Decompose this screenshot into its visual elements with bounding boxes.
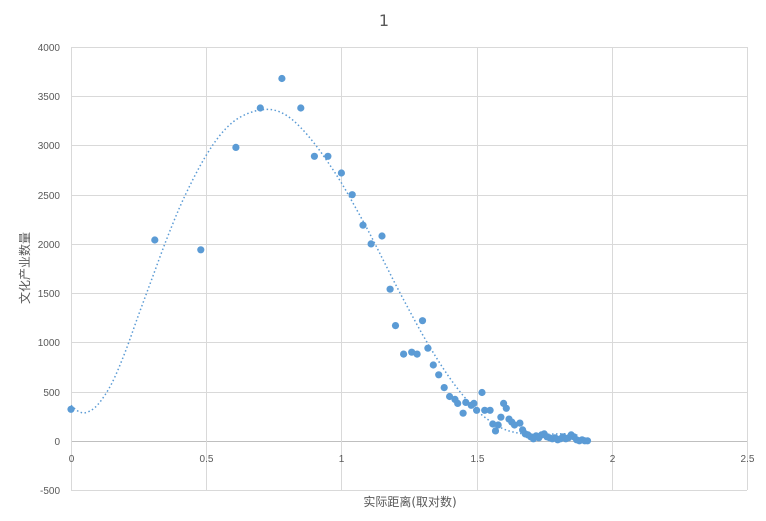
data-point [473, 406, 481, 414]
data-point [462, 398, 470, 406]
x-tick-label: 0.5 [200, 454, 214, 465]
data-point [391, 322, 400, 330]
data-point [413, 350, 421, 358]
data-points [67, 74, 592, 445]
data-point [348, 191, 356, 199]
data-point [478, 388, 486, 397]
x-tick-label: 1 [339, 454, 345, 465]
data-point [400, 350, 408, 358]
data-point [359, 221, 367, 229]
y-tick-label: 1500 [38, 289, 61, 300]
data-point [418, 317, 427, 325]
data-point [424, 344, 432, 352]
data-point [386, 285, 394, 293]
data-point [446, 392, 454, 401]
data-point [310, 152, 318, 160]
data-point [337, 169, 345, 177]
data-point [470, 399, 478, 407]
data-point [459, 409, 467, 417]
data-point [454, 399, 462, 407]
grid-lines [71, 47, 748, 491]
chart-title: 1 [379, 11, 389, 30]
data-point [324, 152, 332, 160]
y-axis-label: 文化产业数量 [17, 232, 32, 304]
data-point [497, 413, 505, 421]
data-point [367, 240, 375, 248]
x-tick-label: 2.5 [741, 454, 755, 465]
y-tick-label: 2500 [38, 191, 61, 202]
y-tick-label: 2000 [38, 240, 61, 251]
y-tick-label: 4000 [38, 43, 61, 54]
data-point [67, 405, 75, 413]
data-point [494, 421, 502, 429]
data-point [510, 421, 519, 429]
data-point [583, 437, 592, 445]
data-point [440, 384, 448, 392]
data-point [408, 348, 416, 356]
x-axis-label: 实际距离(取对数) [363, 494, 456, 509]
data-point [516, 419, 524, 427]
data-point [297, 104, 305, 112]
data-point [278, 74, 286, 83]
data-point [489, 420, 497, 428]
y-tick-label: 3000 [38, 141, 61, 152]
data-point [151, 236, 159, 244]
data-point [232, 143, 240, 151]
data-point [491, 427, 500, 435]
data-point [502, 404, 510, 412]
y-tick-label: 0 [54, 437, 60, 448]
x-tick-label: 0 [69, 454, 75, 465]
y-tick-label: 3500 [38, 92, 61, 103]
y-axis-ticks: -500 0 500 1000 1500 2000 2500 3000 3500 4000 [38, 43, 61, 497]
data-point [197, 246, 205, 254]
y-tick-label: -500 [40, 486, 60, 497]
data-point [435, 371, 443, 379]
y-tick-label: 500 [43, 388, 60, 399]
data-point [256, 104, 264, 112]
x-tick-label: 1.5 [471, 454, 485, 465]
data-point [429, 361, 437, 369]
x-tick-label: 2 [610, 454, 616, 465]
y-tick-label: 1000 [38, 338, 61, 349]
data-point [481, 406, 489, 414]
data-point [486, 406, 494, 414]
data-point [378, 232, 386, 240]
x-axis-ticks: 0 0.5 1 1.5 2 2.5 [69, 454, 755, 465]
